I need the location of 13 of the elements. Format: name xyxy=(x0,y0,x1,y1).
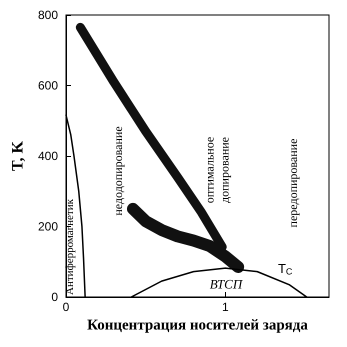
annotation: Антиферромагнетик xyxy=(64,198,76,295)
annotation: ВТСП xyxy=(210,276,244,292)
y-tick-label: 0 xyxy=(51,290,58,304)
y-tick-label: 800 xyxy=(38,8,58,22)
annotation: передопирование xyxy=(286,138,300,228)
y-tick-label: 200 xyxy=(38,220,58,234)
annotation: оптимальное допирование xyxy=(202,136,232,204)
x-tick-label: 1 xyxy=(222,300,230,314)
x-axis-title: Концентрация носителей заряда xyxy=(87,317,308,334)
annotation: недодопирование xyxy=(111,126,125,216)
y-tick-label: 400 xyxy=(38,149,58,163)
y-tick-label: 600 xyxy=(38,78,58,92)
y-axis-title: T, K xyxy=(10,140,26,171)
